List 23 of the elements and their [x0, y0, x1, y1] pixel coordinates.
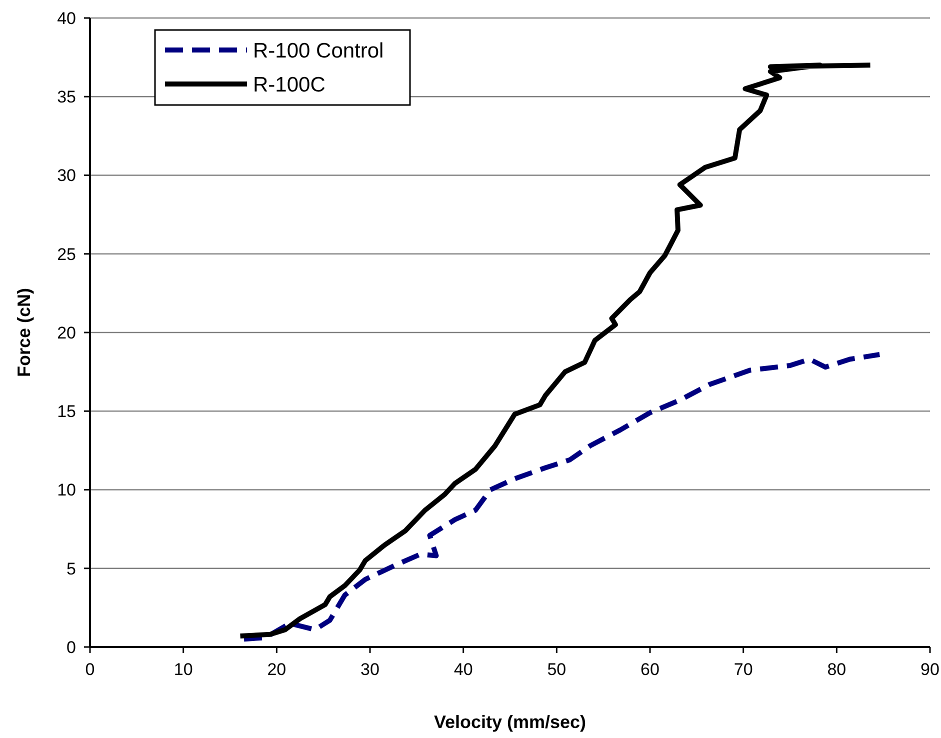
y-tick-label: 15 — [57, 402, 76, 422]
legend-label: R-100C — [253, 73, 326, 96]
y-tick-label: 25 — [57, 244, 76, 264]
y-tick-label: 0 — [66, 638, 76, 657]
x-tick-label: 30 — [360, 660, 380, 679]
x-tick-label: 90 — [920, 660, 940, 679]
y-tick-label: 5 — [66, 559, 76, 578]
x-axis-title: Velocity (mm/sec) — [434, 712, 586, 732]
x-tick-label: 0 — [85, 660, 95, 679]
x-tick-label: 50 — [547, 660, 566, 679]
y-axis-title: Force (cN) — [14, 288, 34, 378]
y-tick-label: 30 — [57, 166, 76, 186]
x-tick-label: 80 — [827, 660, 846, 679]
y-tick-label: 40 — [57, 8, 76, 28]
x-tick-label: 60 — [640, 660, 660, 679]
x-tick-label: 20 — [267, 660, 286, 679]
y-tick-label: 10 — [57, 480, 76, 500]
x-tick-label: 70 — [734, 660, 753, 679]
legend-label: R-100 Control — [253, 39, 384, 62]
x-tick-label: 40 — [454, 660, 473, 679]
y-tick-label: 35 — [57, 88, 76, 107]
x-tick-label: 10 — [174, 660, 193, 679]
y-tick-label: 20 — [57, 323, 76, 342]
